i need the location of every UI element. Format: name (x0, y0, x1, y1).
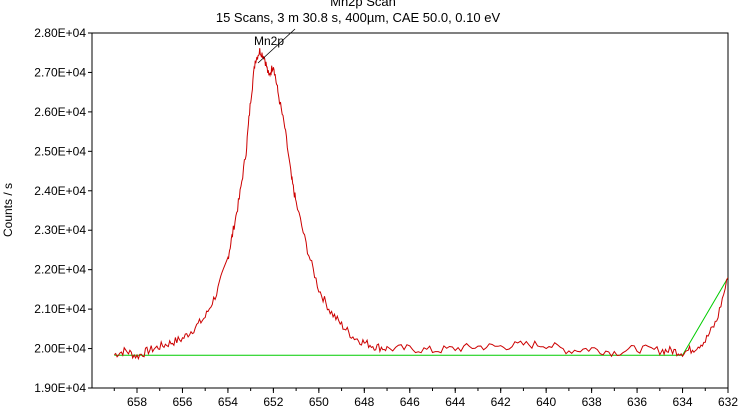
x-tick-label: 632 (718, 395, 738, 409)
x-tick-label: 652 (263, 395, 283, 409)
y-tick-label: 2.80E+04 (34, 26, 86, 40)
y-tick-label: 2.20E+04 (34, 263, 86, 277)
series-layer (113, 48, 728, 361)
x-tick-label: 658 (127, 395, 147, 409)
peak-annotation-label: Mn2p (254, 34, 284, 48)
chart-subtitle: 15 Scans, 3 m 30.8 s, 400µm, CAE 50.0, 0… (216, 10, 501, 25)
spectrum-line (113, 48, 728, 361)
x-tick-label: 648 (354, 395, 374, 409)
chart-title: Mn2p Scan (330, 0, 396, 9)
y-tick-label: 2.30E+04 (34, 223, 86, 237)
y-tick-label: 2.70E+04 (34, 65, 86, 79)
x-tick-label: 638 (582, 395, 602, 409)
x-tick-label: 646 (400, 395, 420, 409)
x-tick-label: 644 (445, 395, 465, 409)
y-axis: 1.90E+04 2.00E+04 2.10E+04 2.20E+04 2.30E+04… (34, 26, 92, 395)
x-tick-label: 656 (172, 395, 192, 409)
y-tick-label: 2.40E+04 (34, 184, 86, 198)
y-axis-label: Counts / s (1, 183, 15, 237)
x-axis: 658 656 654 652 650 648 646 644 642 640 638 636 634 6… (113, 388, 738, 409)
peak-annotation-line (257, 28, 296, 64)
background-line (114, 277, 728, 356)
x-tick-label: 642 (491, 395, 511, 409)
y-tick-label: 2.00E+04 (34, 342, 86, 356)
y-tick-label: 2.10E+04 (34, 302, 86, 316)
y-tick-label: 2.60E+04 (34, 105, 86, 119)
x-tick-label: 640 (536, 395, 556, 409)
y-tick-label: 1.90E+04 (34, 381, 86, 395)
x-tick-label: 636 (627, 395, 647, 409)
x-tick-label: 654 (218, 395, 238, 409)
y-tick-label: 2.50E+04 (34, 144, 86, 158)
x-tick-label: 650 (309, 395, 329, 409)
x-tick-label: 634 (673, 395, 693, 409)
